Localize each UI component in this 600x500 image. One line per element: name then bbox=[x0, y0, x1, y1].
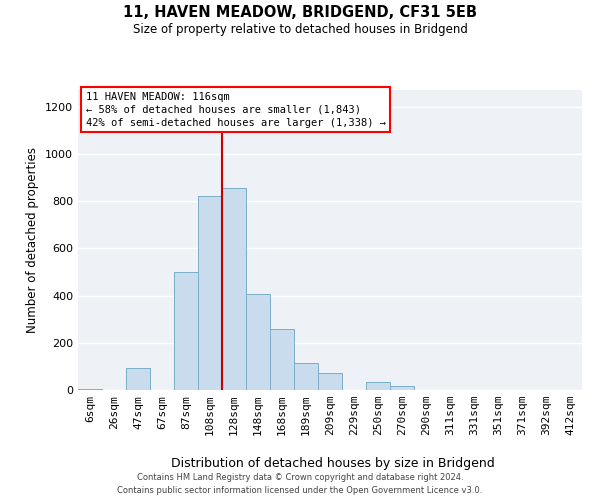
Text: 11 HAVEN MEADOW: 116sqm
← 58% of detached houses are smaller (1,843)
42% of semi: 11 HAVEN MEADOW: 116sqm ← 58% of detache… bbox=[86, 92, 386, 128]
Bar bbox=[222, 188, 246, 390]
Bar bbox=[174, 272, 198, 390]
Bar bbox=[126, 368, 150, 390]
Bar bbox=[294, 363, 318, 390]
Text: 11, HAVEN MEADOW, BRIDGEND, CF31 5EB: 11, HAVEN MEADOW, BRIDGEND, CF31 5EB bbox=[123, 5, 477, 20]
Bar bbox=[318, 374, 342, 390]
Bar bbox=[366, 382, 390, 390]
Text: Distribution of detached houses by size in Bridgend: Distribution of detached houses by size … bbox=[171, 458, 495, 470]
Bar bbox=[198, 196, 222, 390]
Bar bbox=[246, 294, 270, 390]
Y-axis label: Number of detached properties: Number of detached properties bbox=[26, 147, 40, 333]
Text: Contains HM Land Registry data © Crown copyright and database right 2024.
Contai: Contains HM Land Registry data © Crown c… bbox=[118, 474, 482, 495]
Bar bbox=[270, 328, 294, 390]
Text: Size of property relative to detached houses in Bridgend: Size of property relative to detached ho… bbox=[133, 22, 467, 36]
Bar bbox=[78, 389, 102, 390]
Bar bbox=[390, 386, 414, 390]
